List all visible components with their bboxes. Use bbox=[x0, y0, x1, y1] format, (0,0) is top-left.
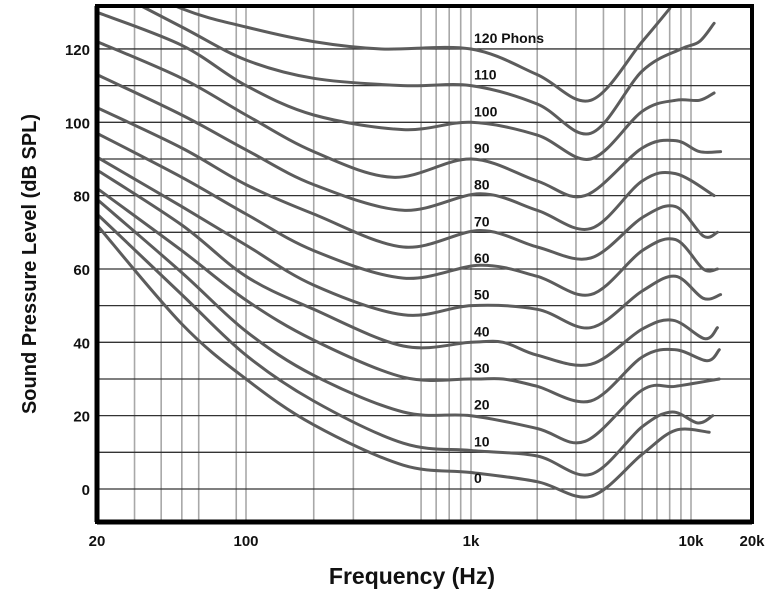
vertical-gridlines bbox=[133, 6, 692, 522]
x-tick-label: 20 bbox=[89, 533, 106, 550]
curve-110-phon bbox=[138, 6, 716, 136]
x-tick-labels: 20 100 1k 10k 20k bbox=[89, 533, 766, 550]
curve-60-phon bbox=[97, 131, 719, 297]
curves bbox=[97, 6, 723, 499]
curve-label-120: 120 Phons bbox=[474, 30, 544, 46]
curve-0-phon bbox=[97, 223, 711, 499]
curve-label-60: 60 bbox=[474, 250, 490, 266]
curve-10-phon bbox=[97, 212, 715, 477]
x-tick-label: 100 bbox=[233, 533, 258, 550]
y-tick-label: 120 bbox=[65, 42, 90, 59]
curve-label-50: 50 bbox=[474, 287, 490, 303]
curve-50-phon bbox=[97, 155, 723, 330]
y-tick-label: 40 bbox=[73, 335, 90, 352]
curve-label-110: 110 bbox=[474, 67, 497, 83]
x-tick-label: 1k bbox=[463, 533, 480, 550]
y-tick-label: 100 bbox=[65, 115, 90, 132]
curve-label-20: 20 bbox=[474, 397, 490, 413]
curve-120-phon bbox=[171, 6, 672, 103]
y-tick-labels: 0 20 40 60 80 100 120 bbox=[65, 42, 90, 499]
x-axis-title: Frequency (Hz) bbox=[329, 563, 495, 589]
x-tick-label: 10k bbox=[678, 533, 704, 550]
curve-label-90: 90 bbox=[474, 140, 490, 156]
curve-label-70: 70 bbox=[474, 213, 490, 229]
curve-70-phon bbox=[97, 106, 719, 261]
curve-label-30: 30 bbox=[474, 360, 490, 376]
curve-80-phon bbox=[97, 73, 716, 231]
curve-label-0: 0 bbox=[474, 470, 482, 486]
curve-30-phon bbox=[97, 186, 721, 404]
y-tick-label: 0 bbox=[82, 482, 90, 499]
y-tick-label: 20 bbox=[73, 409, 90, 426]
horizontal-gridlines bbox=[97, 48, 752, 490]
curve-label-40: 40 bbox=[474, 323, 490, 339]
curve-label-10: 10 bbox=[474, 433, 490, 449]
curve-label-80: 80 bbox=[474, 177, 490, 193]
curve-100-phon bbox=[97, 10, 716, 161]
curve-40-phon bbox=[97, 168, 719, 367]
curve-90-phon bbox=[97, 40, 723, 199]
y-tick-label: 80 bbox=[73, 189, 90, 206]
plot-frame bbox=[94, 4, 754, 525]
curve-label-100: 100 bbox=[474, 103, 498, 119]
curve-20-phon bbox=[97, 197, 721, 445]
y-axis-title: Sound Pressure Level (dB SPL) bbox=[19, 114, 41, 414]
y-tick-label: 60 bbox=[73, 262, 90, 279]
x-tick-label: 20k bbox=[739, 533, 765, 550]
